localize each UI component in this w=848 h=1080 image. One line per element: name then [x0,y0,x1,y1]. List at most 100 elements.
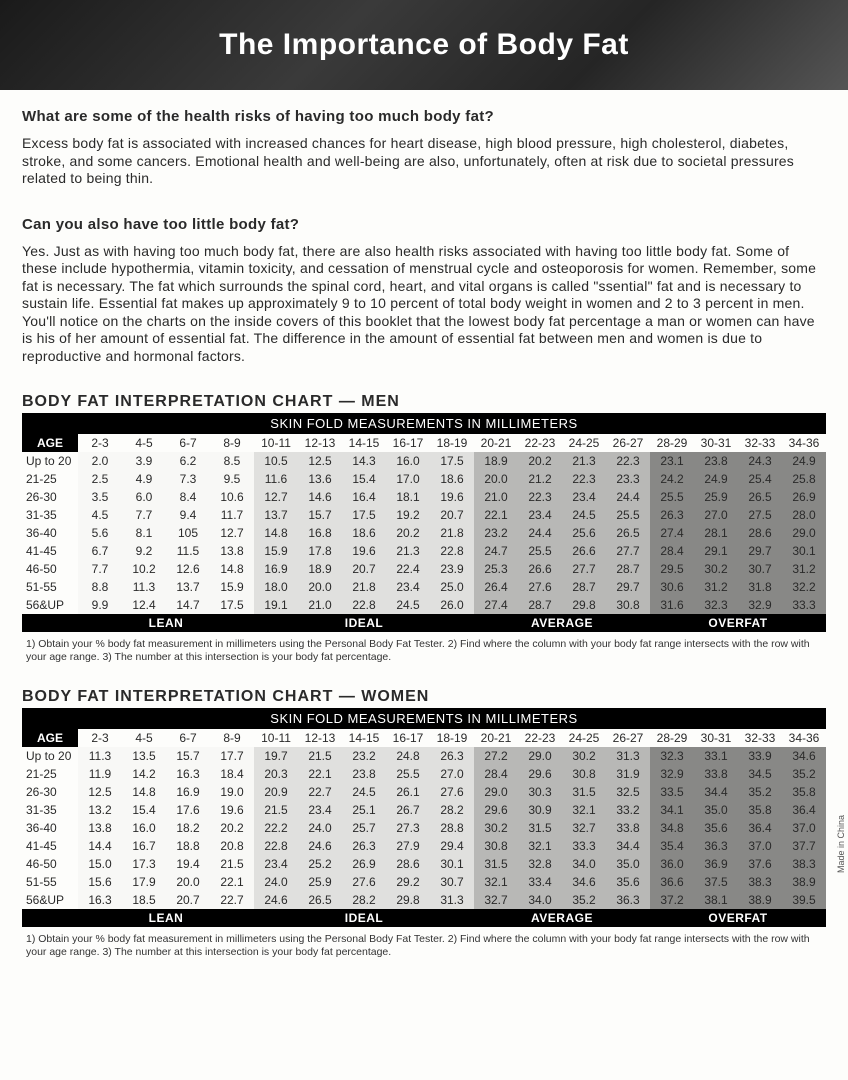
category-label: LEAN [78,614,254,632]
value-cell: 30.7 [430,873,474,891]
age-cell: 21-25 [22,765,78,783]
category-label: IDEAL [254,614,474,632]
value-cell: 35.8 [782,783,826,801]
value-cell: 25.8 [782,470,826,488]
value-cell: 16.8 [298,524,342,542]
value-cell: 27.0 [694,506,738,524]
value-cell: 27.2 [474,747,518,765]
col-header: 6-7 [166,729,210,747]
value-cell: 10.6 [210,488,254,506]
value-cell: 32.1 [518,837,562,855]
value-cell: 23.4 [386,578,430,596]
value-cell: 36.9 [694,855,738,873]
value-cell: 18.9 [298,560,342,578]
value-cell: 23.9 [430,560,474,578]
value-cell: 32.2 [782,578,826,596]
value-cell: 22.3 [518,488,562,506]
value-cell: 34.8 [650,819,694,837]
page-title: The Importance of Body Fat [0,0,848,90]
value-cell: 29.8 [386,891,430,909]
value-cell: 29.6 [518,765,562,783]
value-cell: 22.8 [342,596,386,614]
age-cell: 46-50 [22,855,78,873]
value-cell: 36.0 [650,855,694,873]
value-cell: 21.2 [518,470,562,488]
value-cell: 34.4 [694,783,738,801]
value-cell: 9.2 [122,542,166,560]
col-header: 18-19 [430,434,474,452]
value-cell: 24.3 [738,452,782,470]
value-cell: 27.5 [738,506,782,524]
chart-women-subhead: SKIN FOLD MEASUREMENTS IN MILLIMETERS [22,708,826,729]
value-cell: 21.5 [298,747,342,765]
content-area: What are some of the health risks of hav… [0,90,848,994]
value-cell: 7.7 [122,506,166,524]
value-cell: 38.9 [782,873,826,891]
value-cell: 25.5 [606,506,650,524]
value-cell: 28.6 [386,855,430,873]
value-cell: 8.8 [78,578,122,596]
value-cell: 27.7 [562,560,606,578]
value-cell: 29.6 [474,801,518,819]
value-cell: 15.6 [78,873,122,891]
value-cell: 9.5 [210,470,254,488]
age-cell: 26-30 [22,488,78,506]
value-cell: 26.5 [298,891,342,909]
value-cell: 34.6 [562,873,606,891]
age-cell: 41-45 [22,837,78,855]
col-header: 16-17 [386,434,430,452]
value-cell: 30.2 [694,560,738,578]
value-cell: 14.8 [122,783,166,801]
value-cell: 23.4 [298,801,342,819]
value-cell: 23.4 [518,506,562,524]
col-header: 22-23 [518,434,562,452]
value-cell: 37.6 [738,855,782,873]
value-cell: 16.9 [254,560,298,578]
value-cell: 39.5 [782,891,826,909]
value-cell: 11.6 [254,470,298,488]
value-cell: 14.8 [254,524,298,542]
value-cell: 23.3 [606,470,650,488]
col-header: 28-29 [650,434,694,452]
value-cell: 22.7 [298,783,342,801]
value-cell: 15.4 [342,470,386,488]
value-cell: 25.1 [342,801,386,819]
value-cell: 30.9 [518,801,562,819]
value-cell: 13.6 [298,470,342,488]
answer-1: Excess body fat is associated with incre… [22,135,826,188]
value-cell: 27.6 [342,873,386,891]
value-cell: 25.7 [342,819,386,837]
value-cell: 31.5 [562,783,606,801]
value-cell: 25.5 [386,765,430,783]
chart-men-subhead: SKIN FOLD MEASUREMENTS IN MILLIMETERS [22,413,826,434]
col-header: 2-3 [78,434,122,452]
value-cell: 37.0 [782,819,826,837]
value-cell: 19.6 [210,801,254,819]
age-cell: Up to 20 [22,452,78,470]
value-cell: 22.8 [430,542,474,560]
value-cell: 38.3 [738,873,782,891]
value-cell: 26.0 [430,596,474,614]
value-cell: 16.0 [386,452,430,470]
value-cell: 26.3 [342,837,386,855]
value-cell: 30.8 [606,596,650,614]
col-header: 32-33 [738,434,782,452]
value-cell: 19.4 [166,855,210,873]
chart-women-title: BODY FAT INTERPRETATION CHART — WOMEN [22,688,826,706]
value-cell: 33.3 [562,837,606,855]
value-cell: 21.8 [430,524,474,542]
value-cell: 20.7 [342,560,386,578]
col-header: 10-11 [254,729,298,747]
value-cell: 20.0 [166,873,210,891]
value-cell: 17.3 [122,855,166,873]
value-cell: 22.3 [562,470,606,488]
value-cell: 25.3 [474,560,518,578]
value-cell: 30.6 [650,578,694,596]
value-cell: 17.5 [210,596,254,614]
value-cell: 18.9 [474,452,518,470]
value-cell: 23.2 [474,524,518,542]
col-header: 18-19 [430,729,474,747]
col-header: 12-13 [298,729,342,747]
value-cell: 29.7 [738,542,782,560]
value-cell: 17.0 [386,470,430,488]
